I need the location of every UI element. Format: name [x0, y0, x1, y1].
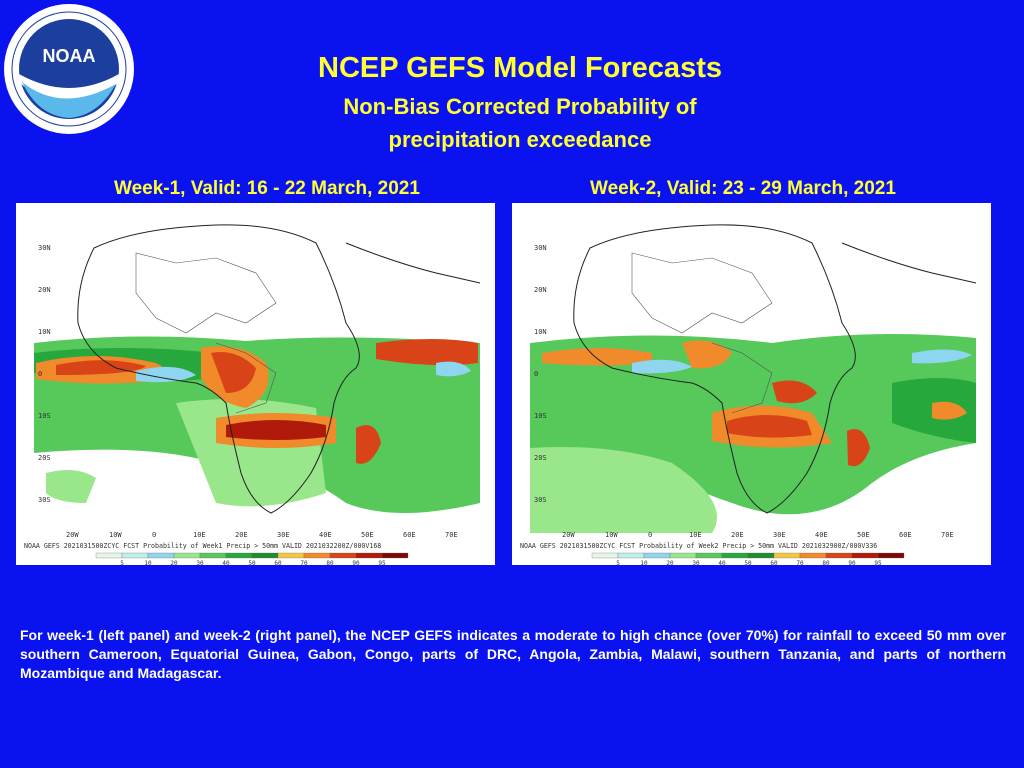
lat-tick: 0: [534, 370, 538, 378]
colorbar-tick: 80: [822, 560, 830, 565]
lon-tick: 20E: [731, 531, 744, 539]
page-title: NCEP GEFS Model Forecasts: [318, 52, 722, 84]
lon-tick: 50E: [857, 531, 870, 539]
lon-tick: 20E: [235, 531, 248, 539]
colorbar: 5 10 20 30 40 50 60 70 80 90 95: [95, 552, 409, 565]
colorbar-tick: 40: [222, 560, 230, 565]
map-footer: NOAA GEFS 2021031500ZCYC FCST Probabilit…: [24, 542, 381, 550]
lon-tick: 40E: [815, 531, 828, 539]
colorbar-tick: 10: [144, 560, 152, 565]
colorbar-swatch: [669, 552, 697, 559]
colorbar-swatch: [747, 552, 775, 559]
week1-map: 30N 20N 10N 0 10S 20S 30S 20W 10W 0 10E …: [16, 203, 495, 565]
colorbar-swatch: [355, 552, 383, 559]
noaa-logo: NOAA: [4, 4, 134, 134]
africa-outline: [77, 224, 360, 514]
colorbar-swatch: [825, 552, 853, 559]
lat-tick: 10S: [534, 412, 547, 420]
lon-tick: 70E: [941, 531, 954, 539]
colorbar-swatch: [303, 552, 331, 559]
colorbar-tick: 80: [326, 560, 334, 565]
colorbar-tick: 20: [666, 560, 674, 565]
lon-tick: 0: [152, 531, 156, 539]
lat-tick: 20N: [38, 286, 51, 294]
colorbar-tick: 30: [196, 560, 204, 565]
colorbar-tick: 70: [300, 560, 308, 565]
colorbar-tick: 95: [874, 560, 882, 565]
colorbar-swatch: [251, 552, 279, 559]
lat-tick: 20S: [38, 454, 51, 462]
lon-tick: 30E: [773, 531, 786, 539]
lon-tick: 10E: [689, 531, 702, 539]
colorbar-swatch: [617, 552, 645, 559]
lat-tick: 30N: [38, 244, 51, 252]
lat-tick: 30S: [38, 496, 51, 504]
colorbar-swatch: [877, 552, 905, 559]
lat-tick: 10N: [38, 328, 51, 336]
lon-tick: 70E: [445, 531, 458, 539]
lon-tick: 20W: [66, 531, 79, 539]
lat-tick: 30S: [534, 496, 547, 504]
colorbar-tick: 30: [692, 560, 700, 565]
colorbar-swatch: [695, 552, 723, 559]
colorbar-swatch: [121, 552, 149, 559]
lon-tick: 40E: [319, 531, 332, 539]
lat-tick: 10N: [534, 328, 547, 336]
colorbar-swatch: [225, 552, 253, 559]
colorbar-swatch: [721, 552, 749, 559]
colorbar-swatch: [329, 552, 357, 559]
week1-precip-field: [34, 336, 480, 513]
colorbar-swatch: [591, 552, 619, 559]
colorbar-tick: 20: [170, 560, 178, 565]
lon-tick: 10W: [605, 531, 618, 539]
colorbar-tick: 60: [770, 560, 778, 565]
colorbar-swatch: [95, 552, 123, 559]
lat-tick: 20S: [534, 454, 547, 462]
lon-tick: 10E: [193, 531, 206, 539]
lat-tick: 20N: [534, 286, 547, 294]
lon-tick: 50E: [361, 531, 374, 539]
week2-map: 30N 20N 10N 0 10S 20S 30S 20W 10W 0 10E …: [512, 203, 991, 565]
colorbar-tick: 95: [378, 560, 386, 565]
week2-label: Week-2, Valid: 23 - 29 March, 2021: [590, 178, 896, 199]
page-subtitle-line1: Non-Bias Corrected Probability of: [343, 94, 697, 119]
colorbar-swatch: [851, 552, 879, 559]
colorbar-tick: 5: [616, 560, 620, 565]
colorbar-tick: 40: [718, 560, 726, 565]
colorbar-swatch: [199, 552, 227, 559]
colorbar: 5 10 20 30 40 50 60 70 80 90 95: [591, 552, 905, 565]
week2-precip-field: [530, 334, 976, 533]
colorbar-swatch: [773, 552, 801, 559]
page-subtitle-line2: precipitation exceedance: [388, 127, 652, 152]
lat-tick: 10S: [38, 412, 51, 420]
lon-tick: 10W: [109, 531, 122, 539]
lon-tick: 20W: [562, 531, 575, 539]
caption-text: For week-1 (left panel) and week-2 (righ…: [20, 627, 1006, 681]
lat-tick: 30N: [534, 244, 547, 252]
lon-tick: 30E: [277, 531, 290, 539]
colorbar-tick: 90: [352, 560, 360, 565]
colorbar-tick: 60: [274, 560, 282, 565]
lon-tick: 60E: [899, 531, 912, 539]
colorbar-tick: 90: [848, 560, 856, 565]
lat-tick: 0: [38, 370, 42, 378]
africa-outline: [573, 224, 856, 514]
colorbar-tick: 5: [120, 560, 124, 565]
svg-text:NOAA: NOAA: [43, 46, 96, 66]
colorbar-swatch: [173, 552, 201, 559]
lon-tick: 60E: [403, 531, 416, 539]
colorbar-swatch: [381, 552, 409, 559]
colorbar-swatch: [643, 552, 671, 559]
map-footer: NOAA GEFS 2021031500ZCYC FCST Probabilit…: [520, 542, 877, 550]
colorbar-swatch: [277, 552, 305, 559]
colorbar-tick: 10: [640, 560, 648, 565]
colorbar-tick: 50: [744, 560, 752, 565]
colorbar-tick: 70: [796, 560, 804, 565]
colorbar-tick: 50: [248, 560, 256, 565]
week1-label: Week-1, Valid: 16 - 22 March, 2021: [114, 178, 420, 199]
lon-tick: 0: [648, 531, 652, 539]
colorbar-swatch: [147, 552, 175, 559]
colorbar-swatch: [799, 552, 827, 559]
